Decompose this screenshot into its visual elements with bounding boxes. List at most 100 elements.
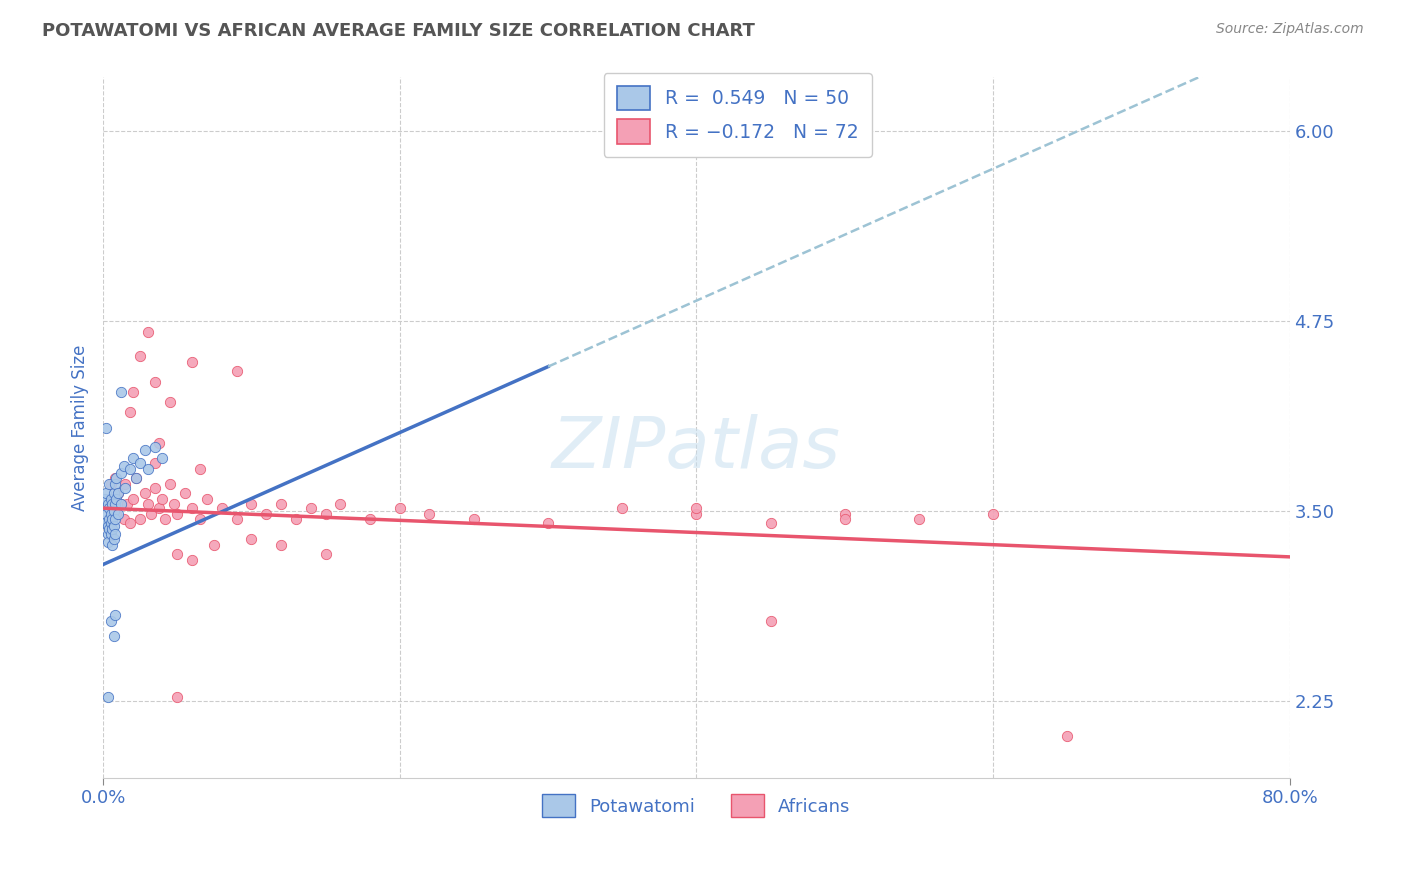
Point xyxy=(195,491,218,506)
Point xyxy=(129,456,152,470)
Point xyxy=(98,501,121,516)
Point xyxy=(181,501,204,516)
Point xyxy=(100,527,122,541)
Point xyxy=(105,508,128,522)
Legend: Potawatomi, Africans: Potawatomi, Africans xyxy=(536,787,858,824)
Point xyxy=(166,690,188,704)
Point xyxy=(152,450,174,465)
Point xyxy=(101,512,124,526)
Point xyxy=(115,497,138,511)
Point xyxy=(100,476,122,491)
Point xyxy=(125,471,148,485)
Point xyxy=(103,504,125,518)
Point xyxy=(299,501,322,516)
Point xyxy=(103,629,125,643)
Point xyxy=(612,501,634,516)
Text: POTAWATOMI VS AFRICAN AVERAGE FAMILY SIZE CORRELATION CHART: POTAWATOMI VS AFRICAN AVERAGE FAMILY SIZ… xyxy=(42,22,755,40)
Point xyxy=(110,385,132,400)
Point xyxy=(329,497,352,511)
Point xyxy=(211,501,233,516)
Point xyxy=(100,516,122,531)
Point xyxy=(981,508,1004,522)
Point xyxy=(143,456,166,470)
Point xyxy=(100,508,122,522)
Point xyxy=(121,450,143,465)
Point xyxy=(148,501,170,516)
Point xyxy=(129,512,152,526)
Point xyxy=(188,512,211,526)
Point xyxy=(284,512,307,526)
Point xyxy=(225,512,247,526)
Point xyxy=(181,355,204,369)
Point xyxy=(100,614,122,628)
Point xyxy=(101,512,124,526)
Point xyxy=(112,458,135,473)
Point xyxy=(143,440,166,454)
Point xyxy=(97,534,120,549)
Point xyxy=(93,491,115,506)
Point xyxy=(270,497,292,511)
Point xyxy=(104,471,127,485)
Point xyxy=(118,461,141,475)
Point xyxy=(104,512,127,526)
Point xyxy=(110,497,132,511)
Point xyxy=(315,508,337,522)
Point xyxy=(94,508,117,522)
Point xyxy=(105,471,128,485)
Y-axis label: Average Family Size: Average Family Size xyxy=(72,344,89,511)
Point xyxy=(98,512,121,526)
Point xyxy=(100,491,122,506)
Point xyxy=(98,476,121,491)
Point xyxy=(685,501,707,516)
Point xyxy=(166,547,188,561)
Point xyxy=(834,512,856,526)
Point xyxy=(104,476,127,491)
Point xyxy=(315,547,337,561)
Point xyxy=(104,527,127,541)
Point xyxy=(225,364,247,378)
Point xyxy=(270,538,292,552)
Point xyxy=(118,516,141,531)
Point xyxy=(136,497,159,511)
Point xyxy=(155,512,177,526)
Point xyxy=(125,471,148,485)
Point xyxy=(97,519,120,533)
Point xyxy=(101,497,124,511)
Point xyxy=(143,375,166,389)
Point xyxy=(114,476,136,491)
Point xyxy=(129,349,152,363)
Point xyxy=(834,508,856,522)
Point xyxy=(388,501,411,516)
Point xyxy=(93,516,115,531)
Point xyxy=(463,512,485,526)
Point xyxy=(105,491,128,506)
Point xyxy=(103,491,125,506)
Point xyxy=(188,461,211,475)
Point xyxy=(107,508,129,522)
Point xyxy=(103,486,125,500)
Point xyxy=(134,486,156,500)
Point xyxy=(121,491,143,506)
Point xyxy=(134,443,156,458)
Point xyxy=(118,405,141,419)
Point xyxy=(240,532,263,546)
Point xyxy=(110,466,132,480)
Point xyxy=(359,512,381,526)
Point xyxy=(104,497,127,511)
Point xyxy=(148,435,170,450)
Point xyxy=(163,497,186,511)
Point xyxy=(759,516,782,531)
Point xyxy=(159,394,181,409)
Point xyxy=(97,497,120,511)
Point xyxy=(112,512,135,526)
Point xyxy=(418,508,440,522)
Point xyxy=(908,512,931,526)
Point xyxy=(94,486,117,500)
Point xyxy=(537,516,560,531)
Point xyxy=(121,385,143,400)
Point xyxy=(103,532,125,546)
Point xyxy=(101,538,124,552)
Point xyxy=(181,553,204,567)
Point xyxy=(202,538,225,552)
Point xyxy=(254,508,277,522)
